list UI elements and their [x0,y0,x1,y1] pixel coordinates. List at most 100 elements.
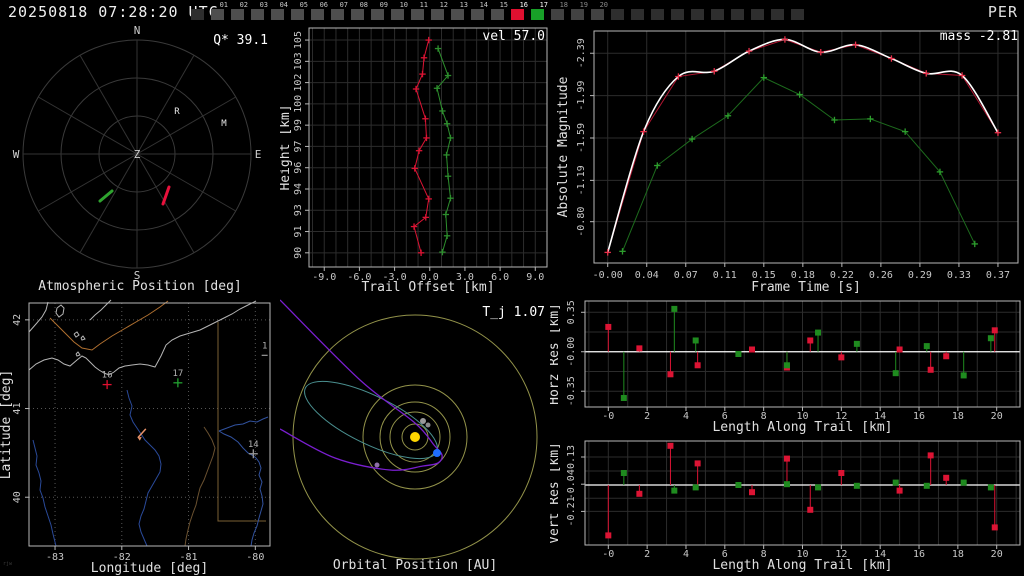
camera-cell-18[interactable]: 18 [548,2,568,22]
camera-square [691,9,704,20]
svg-text:10: 10 [796,411,808,422]
camera-cell[interactable] [608,2,628,22]
svg-text:-1.19: -1.19 [576,165,587,195]
camera-number: 15 [499,1,508,9]
camera-square [751,9,764,20]
panel-title: Orbital Position [AU] [333,558,497,573]
camera-number: 04 [279,1,288,9]
camera-cell[interactable] [708,2,728,22]
camera-cell-10[interactable]: 10 [388,2,408,22]
camera-cell-02[interactable]: 02 [228,2,248,22]
camera-cell[interactable] [768,2,788,22]
svg-text:12: 12 [835,411,847,422]
camera-cell-03[interactable]: 03 [248,2,268,22]
camera-square [531,9,544,20]
plot-border [308,27,548,268]
horz_res-chart: -0 2 4 6 8 10 12 14 16 18 20 0.35 -0.00 -0.35 Length A… [547,300,1021,435]
panel-title: Atmospheric Position [deg] [38,279,242,294]
camera-cell-04[interactable]: 04 [268,2,288,22]
map-outlines [28,299,269,547]
camera-cell[interactable] [688,2,708,22]
camera-number: 06 [319,1,328,9]
svg-text:96: 96 [293,162,304,174]
station-marker-14: 14 [248,440,259,459]
orbital-position-chart: Orbital Position [AU] T_j 1.07 [279,299,545,573]
svg-text:3.0: 3.0 [456,272,474,283]
svg-text:105: 105 [293,31,304,49]
station-direction-label-R: R [174,107,180,117]
camera-cell-12[interactable]: 12 [428,2,448,22]
y-axis-label: Latitude [deg] [0,370,14,480]
camera-square [771,9,784,20]
camera-square [551,9,564,20]
y-axis-label: Absolute Magnitude [556,76,571,217]
camera-number: 12 [439,1,448,9]
grid [309,28,548,267]
camera-square [571,9,584,20]
camera-indicator-strip: 01 02 03 04 05 06 07 08 09 10 11 12 13 14 15 16 17 18 19 20 [188,2,808,22]
green-meteor-streak [98,189,114,203]
camera-number: 07 [339,1,348,9]
planet-orbit [362,384,468,490]
camera-cell-17[interactable]: 17 [528,2,548,22]
series-station-16-red [604,36,1002,256]
svg-text:-6.0: -6.0 [347,272,371,283]
svg-text:9.0: 9.0 [526,272,544,283]
svg-text:6: 6 [722,411,728,422]
orbital-position-panel: Orbital Position [AU] T_j 1.07 [279,298,550,576]
camera-cell-07[interactable]: 07 [328,2,348,22]
camera-square [251,9,264,20]
series-station-17-green [433,45,454,256]
camera-number: 19 [579,1,588,9]
camera-cell-05[interactable]: 05 [288,2,308,22]
camera-cell-01[interactable]: 01 [208,2,228,22]
camera-cell[interactable] [648,2,668,22]
svg-text:20: 20 [991,549,1003,560]
camera-square [351,9,364,20]
camera-cell-16[interactable]: 16 [508,2,528,22]
svg-text:-0.04: -0.04 [566,469,577,499]
camera-square [271,9,284,20]
cardinal-W: W [13,148,20,161]
camera-cell-06[interactable]: 06 [308,2,328,22]
svg-text:97: 97 [293,140,304,152]
trail-offset-panel: -9.0 -6.0 -3.0 0.0 3.0 6.0 9.0 105 103 102 100 99 97… [278,24,550,298]
planet-inner-1 [420,418,426,424]
camera-cell-09[interactable]: 09 [368,2,388,22]
camera-cell[interactable] [628,2,648,22]
y-axis-label: Vert Res [km] [550,442,562,544]
camera-cell-13[interactable]: 13 [448,2,468,22]
river-allegheny [218,416,269,432]
camera-cell[interactable] [788,2,808,22]
camera-cell-20[interactable]: 20 [588,2,608,22]
camera-cell[interactable] [748,2,768,22]
camera-cell[interactable] [188,2,208,22]
grid [585,441,1020,545]
svg-text:0.18: 0.18 [791,270,815,281]
svg-text:-0.21: -0.21 [566,496,577,526]
svg-text:12: 12 [835,549,847,560]
svg-text:-1.59: -1.59 [576,123,587,153]
camera-square [211,9,224,20]
river-monongahela [218,430,264,547]
camera-cell-11[interactable]: 11 [408,2,428,22]
svg-text:0.37: 0.37 [986,270,1010,281]
camera-square [291,9,304,20]
grid [585,301,1020,407]
camera-cell-15[interactable]: 15 [488,2,508,22]
camera-square [451,9,464,20]
cardinal-E: E [255,148,262,161]
svg-text:0.35: 0.35 [566,300,577,324]
svg-text:-80: -80 [246,552,264,563]
svg-text:102: 102 [293,74,304,92]
svg-text:14: 14 [874,549,886,560]
camera-square [331,9,344,20]
svg-text:0.04: 0.04 [635,270,659,281]
svg-text:6.0: 6.0 [491,272,509,283]
svg-text:17: 17 [172,369,183,379]
camera-cell-19[interactable]: 19 [568,2,588,22]
camera-cell[interactable] [728,2,748,22]
camera-cell-14[interactable]: 14 [468,2,488,22]
camera-cell[interactable] [668,2,688,22]
camera-cell-08[interactable]: 08 [348,2,368,22]
